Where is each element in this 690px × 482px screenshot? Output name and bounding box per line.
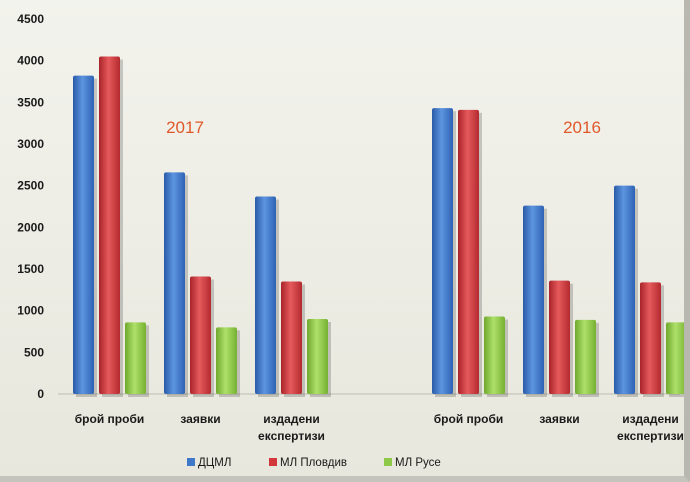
bar-МЛ Пловдив: [281, 281, 302, 394]
legend: ДЦМЛ МЛ Пловдив МЛ Русе: [187, 457, 441, 469]
y-tick-label: 2000: [17, 220, 44, 234]
year-label: 2016: [563, 118, 601, 137]
bar-МЛ Русе: [666, 322, 684, 394]
y-tick-label: 4000: [17, 54, 44, 68]
bar-МЛ Русе: [125, 322, 146, 394]
category-label: издадени: [263, 412, 320, 426]
y-tick-label: 0: [37, 387, 44, 401]
category-label: експертизи: [258, 429, 325, 443]
year-labels: 2017 2016: [166, 118, 601, 137]
bar-МЛ Пловдив: [190, 276, 211, 394]
bar-МЛ Пловдив: [640, 282, 661, 394]
year-label: 2017: [166, 118, 204, 137]
category-labels: брой проби заявки издадени експертизи брой п…: [75, 412, 684, 443]
bar-chart: 0 500 1000 1500 2000 2500 3000 3500 4000 4500 бро…: [17, 12, 684, 469]
bar-МЛ Пловдив: [458, 109, 479, 394]
legend-label: МЛ Русе: [395, 457, 441, 469]
category-label: заявки: [180, 412, 220, 426]
bar-МЛ Пловдив: [549, 280, 570, 394]
legend-swatch: [384, 458, 392, 466]
bar-МЛ Русе: [216, 327, 237, 394]
bar-ДЦМЛ: [73, 75, 94, 395]
legend-label: ДЦМЛ: [198, 457, 231, 469]
legend-swatch: [269, 458, 277, 466]
y-tick-label: 2500: [17, 179, 44, 193]
category-label: брой проби: [434, 412, 503, 426]
legend-swatch: [187, 458, 195, 466]
y-axis: 0 500 1000 1500 2000 2500 3000 3500 4000 4500: [17, 12, 680, 401]
category-label: брой проби: [75, 412, 144, 426]
bar-ДЦМЛ: [614, 185, 635, 394]
y-tick-label: 3500: [17, 95, 44, 109]
bar-МЛ Русе: [307, 319, 328, 394]
bar-ДЦМЛ: [255, 196, 276, 394]
y-tick-label: 4500: [17, 12, 44, 26]
y-tick-label: 1000: [17, 304, 44, 318]
category-label: издадени: [622, 412, 679, 426]
bar-ДЦМЛ: [432, 108, 453, 395]
y-tick-label: 3000: [17, 137, 44, 151]
bar-МЛ Русе: [484, 316, 505, 394]
bar-МЛ Русе: [575, 319, 596, 394]
category-label: заявки: [539, 412, 579, 426]
bar-ДЦМЛ: [523, 205, 544, 394]
legend-label: МЛ Пловдив: [280, 457, 347, 469]
y-tick-label: 1500: [17, 262, 44, 276]
bars: [73, 56, 684, 398]
bar-МЛ Пловдив: [99, 56, 120, 394]
bar-ДЦМЛ: [164, 172, 185, 394]
y-tick-label: 500: [24, 345, 44, 359]
category-label: експертизи: [617, 429, 684, 443]
